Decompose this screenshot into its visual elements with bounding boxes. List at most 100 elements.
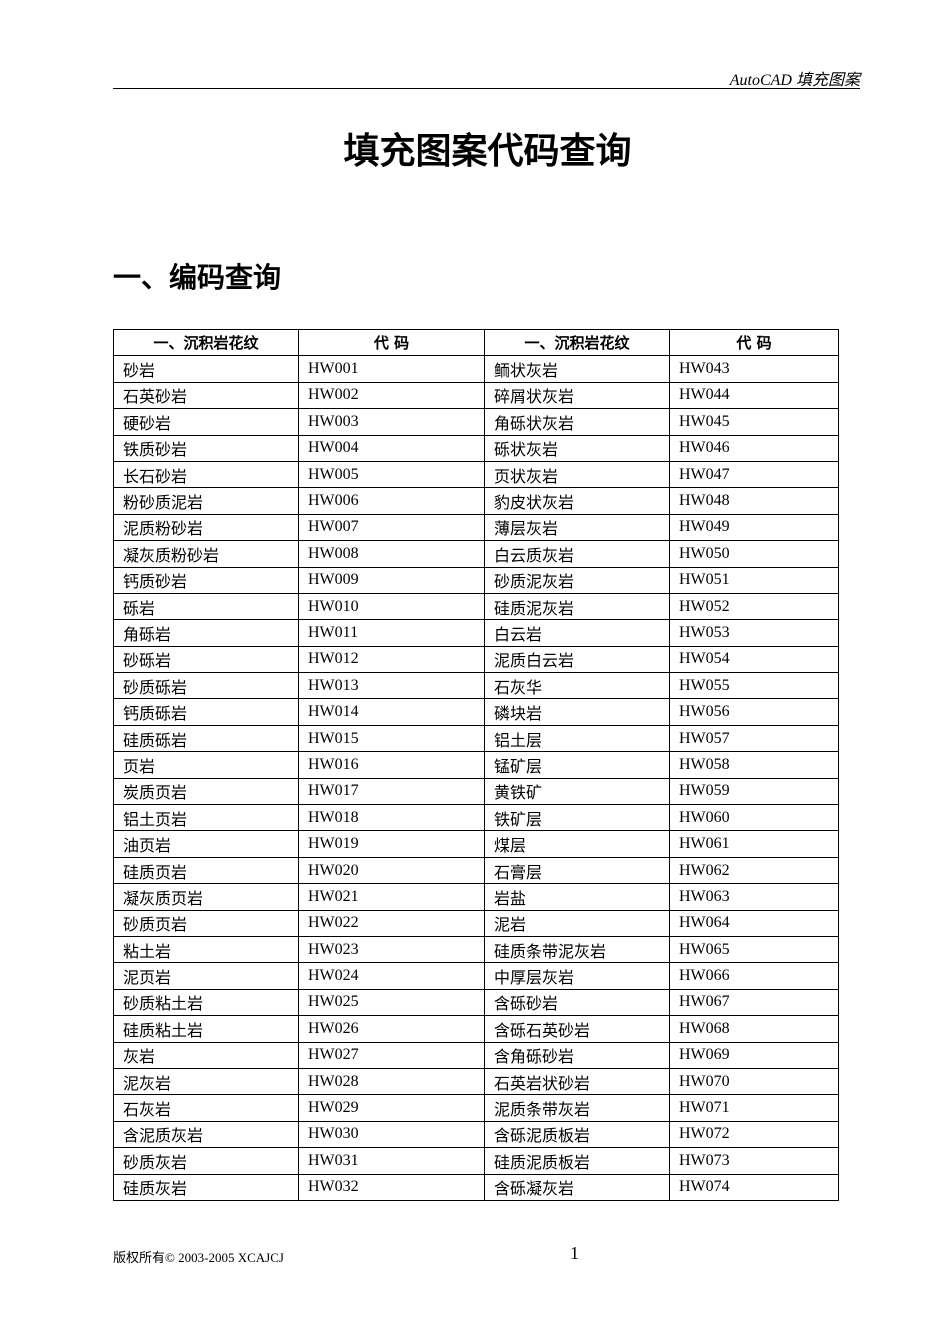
rock-name-cell: 泥质白云岩	[484, 645, 670, 674]
rock-name-cell: 含角砾砂岩	[484, 1041, 670, 1069]
rock-name-cell: 泥灰岩	[113, 1067, 299, 1096]
code-cell: HW065	[669, 935, 839, 964]
rock-name-cell: 硅质灰岩	[113, 1173, 299, 1201]
rock-name-cell: 薄层灰岩	[484, 513, 670, 542]
rock-name-cell: 长石砂岩	[113, 460, 299, 489]
code-cell: HW010	[298, 592, 485, 621]
rock-name-cell: 砂砾岩	[113, 645, 299, 674]
table-row: 灰岩 HW027 含角砾砂岩 HW069	[113, 1041, 839, 1069]
code-cell: HW004	[298, 434, 485, 462]
code-cell: HW054	[669, 645, 839, 674]
page-title: 填充图案代码查询	[343, 131, 632, 172]
code-cell: HW019	[298, 830, 485, 858]
table-row: 硅质砾岩 HW015 铝土层 HW057	[113, 724, 839, 753]
table-row: 砂砾岩 HW012 泥质白云岩 HW054	[113, 645, 839, 674]
table-row: 角砾岩 HW011 白云岩 HW053	[113, 619, 839, 647]
code-cell: HW049	[669, 513, 839, 542]
table-row: 含泥质灰岩 HW030 含砾泥质板岩 HW072	[113, 1120, 839, 1149]
table-row: 铝土页岩 HW018 铁矿层 HW060	[113, 804, 839, 832]
rock-name-cell: 石灰岩	[113, 1094, 299, 1122]
header-divider	[113, 88, 860, 89]
rock-name-cell: 砂质页岩	[113, 909, 299, 937]
rock-name-cell: 炭质页岩	[113, 777, 299, 806]
rock-name-cell: 中厚层灰岩	[484, 962, 670, 990]
rock-name-cell: 钙质砾岩	[113, 698, 299, 726]
code-cell: HW016	[298, 751, 485, 779]
code-cell: HW014	[298, 698, 485, 726]
code-cell: HW044	[669, 381, 839, 410]
code-cell: HW052	[669, 592, 839, 621]
code-cell: HW073	[669, 1147, 839, 1175]
code-cell: HW055	[669, 672, 839, 700]
rock-name-cell: 砂质砾岩	[113, 672, 299, 700]
rock-name-cell: 含泥质灰岩	[113, 1120, 299, 1149]
table-row: 铁质砂岩 HW004 砾状灰岩 HW046	[113, 434, 839, 462]
table-row: 长石砂岩 HW005 页状灰岩 HW047	[113, 460, 839, 489]
code-cell: HW047	[669, 460, 839, 489]
code-cell: HW071	[669, 1094, 839, 1122]
code-cell: HW006	[298, 487, 485, 515]
rock-name-cell: 砾状灰岩	[484, 434, 670, 462]
table-row: 砂岩 HW001 鲕状灰岩 HW043	[113, 355, 839, 383]
rock-name-cell: 粘土岩	[113, 935, 299, 964]
rock-name-cell: 石英砂岩	[113, 381, 299, 410]
rock-name-cell: 铁矿层	[484, 804, 670, 832]
code-cell: HW060	[669, 804, 839, 832]
code-cell: HW005	[298, 460, 485, 489]
code-cell: HW046	[669, 434, 839, 462]
code-cell: HW050	[669, 540, 839, 568]
code-cell: HW061	[669, 830, 839, 858]
table-row: 泥页岩 HW024 中厚层灰岩 HW066	[113, 962, 839, 990]
running-header: AutoCAD 填充图案	[729, 72, 860, 89]
page-number: 1	[570, 1243, 579, 1263]
code-cell: HW053	[669, 619, 839, 647]
rock-name-cell: 硅质条带泥灰岩	[484, 935, 670, 964]
table-row: 泥灰岩 HW028 石英岩状砂岩 HW070	[113, 1067, 839, 1096]
rock-name-cell: 含砾砂岩	[484, 988, 670, 1017]
table-row: 油页岩 HW019 煤层 HW061	[113, 830, 839, 858]
rock-name-cell: 豹皮状灰岩	[484, 487, 670, 515]
code-cell: HW045	[669, 408, 839, 436]
rock-name-cell: 泥页岩	[113, 962, 299, 990]
rock-name-cell: 砂质灰岩	[113, 1147, 299, 1175]
table-row: 砂质粘土岩 HW025 含砾砂岩 HW067	[113, 988, 839, 1017]
code-cell: HW013	[298, 672, 485, 700]
rock-name-cell: 石膏层	[484, 856, 670, 885]
table-row: 页岩 HW016 锰矿层 HW058	[113, 751, 839, 779]
rock-name-cell: 砂质粘土岩	[113, 988, 299, 1017]
table-row: 硅质灰岩 HW032 含砾凝灰岩 HW074	[113, 1173, 839, 1201]
table-row: 钙质砂岩 HW009 砂质泥灰岩 HW051	[113, 566, 839, 594]
code-cell: HW002	[298, 381, 485, 410]
code-cell: HW018	[298, 804, 485, 832]
code-cell: HW030	[298, 1120, 485, 1149]
code-cell: HW043	[669, 355, 839, 383]
table-row: 砂质砾岩 HW013 石灰华 HW055	[113, 672, 839, 700]
code-cell: HW069	[669, 1041, 839, 1069]
code-cell: HW074	[669, 1173, 839, 1201]
rock-name-cell: 页岩	[113, 751, 299, 779]
code-cell: HW063	[669, 883, 839, 911]
code-cell: HW057	[669, 724, 839, 753]
rock-name-cell: 硅质泥灰岩	[484, 592, 670, 621]
code-cell: HW066	[669, 962, 839, 990]
table-row: 凝灰质粉砂岩 HW008 白云质灰岩 HW050	[113, 540, 839, 568]
code-cell: HW058	[669, 751, 839, 779]
table-row: 石英砂岩 HW002 碎屑状灰岩 HW044	[113, 381, 839, 410]
rock-name-cell: 锰矿层	[484, 751, 670, 779]
table-row: 砂质灰岩 HW031 硅质泥质板岩 HW073	[113, 1147, 839, 1175]
header-code: 代 码	[669, 328, 839, 357]
rock-name-cell: 角砾状灰岩	[484, 408, 670, 436]
code-cell: HW012	[298, 645, 485, 674]
table-row: 炭质页岩 HW017 黄铁矿 HW059	[113, 777, 839, 806]
code-cell: HW003	[298, 408, 485, 436]
table-row: 粉砂质泥岩 HW006 豹皮状灰岩 HW048	[113, 487, 839, 515]
code-cell: HW027	[298, 1041, 485, 1069]
header-rock-pattern: 一、沉积岩花纹	[113, 328, 299, 357]
code-cell: HW021	[298, 883, 485, 911]
code-cell: HW015	[298, 724, 485, 753]
code-cell: HW067	[669, 988, 839, 1017]
rock-name-cell: 硅质页岩	[113, 856, 299, 885]
code-cell: HW029	[298, 1094, 485, 1122]
rock-name-cell: 粉砂质泥岩	[113, 487, 299, 515]
table-row: 石灰岩 HW029 泥质条带灰岩 HW071	[113, 1094, 839, 1122]
